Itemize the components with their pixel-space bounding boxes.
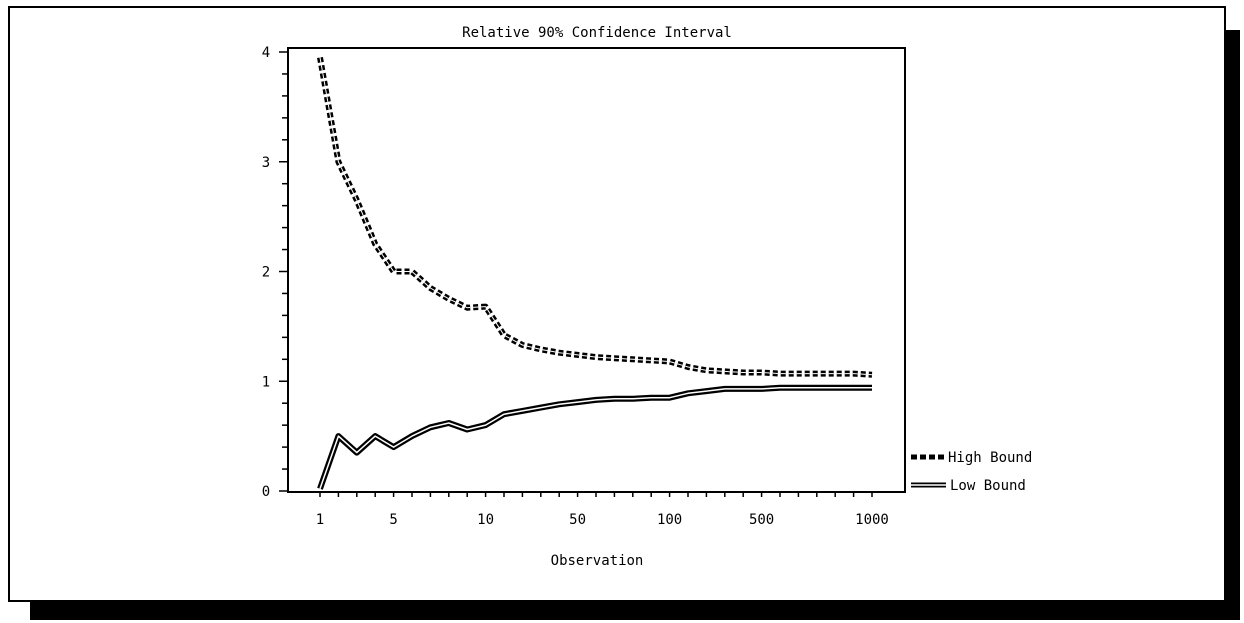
series-layer (317, 56, 873, 490)
y-tick-label: 3 (262, 155, 270, 171)
chart-window (8, 6, 1226, 602)
plot-area (287, 47, 906, 493)
x-tick-label: 1000 (855, 512, 889, 528)
x-tick-label: 50 (569, 512, 586, 528)
x-tick-label: 5 (389, 512, 397, 528)
legend-label-low-bound: Low Bound (950, 478, 1026, 494)
legend-label-high-bound: High Bound (948, 450, 1032, 466)
x-tick-label: 500 (749, 512, 774, 528)
x-tick-label: 100 (657, 512, 682, 528)
x-axis-label: Observation (551, 553, 644, 569)
legend-item-high-bound: High Bound (911, 450, 1032, 466)
y-tick-label: 1 (262, 374, 270, 390)
y-tick-label: 0 (262, 484, 270, 500)
x-tick-label: 10 (477, 512, 494, 528)
y-axis: 0 1 2 3 4 (262, 45, 288, 500)
series-line-high-bound-inner (319, 57, 873, 376)
legend-item-low-bound: Low Bound (911, 478, 1026, 494)
x-axis: 1 5 10 50 100 500 1000 (316, 492, 889, 528)
y-tick-label: 4 (262, 45, 270, 61)
series-line-high-bound (317, 56, 873, 378)
series-line-low-bound-inner (319, 387, 872, 490)
y-tick-label: 2 (262, 265, 270, 281)
chart-title: Relative 90% Confidence Interval (462, 25, 732, 41)
series-line-low-bound (317, 384, 872, 490)
x-tick-label: 1 (316, 512, 324, 528)
legend: High Bound Low Bound (911, 450, 1032, 494)
